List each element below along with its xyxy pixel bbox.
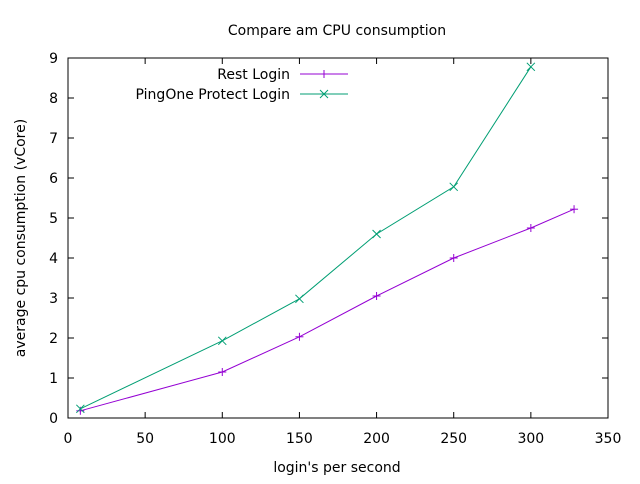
y-tick-label: 2 [49, 331, 58, 347]
y-tick-label: 5 [49, 211, 58, 227]
y-tick-label: 6 [49, 171, 58, 187]
x-axis-label: login's per second [273, 460, 400, 476]
x-tick-label: 250 [440, 431, 467, 447]
x-tick-label: 300 [517, 431, 544, 447]
y-tick-label: 9 [49, 51, 58, 67]
y-tick-label: 0 [49, 411, 58, 427]
data-point [449, 182, 459, 192]
series-line [80, 208, 575, 412]
data-point [526, 62, 536, 72]
y-tick-label: 7 [49, 131, 58, 147]
y-axis-label: average cpu consumption (vCore) [13, 119, 29, 357]
y-tick-label: 1 [49, 371, 58, 387]
plot-border [67, 57, 609, 419]
x-tick-label: 150 [286, 431, 313, 447]
chart-title: Compare am CPU consumption [228, 23, 446, 39]
data-point [75, 404, 85, 414]
data-point [295, 294, 304, 304]
x-tick-label: 350 [595, 431, 622, 447]
series-0 [76, 205, 579, 415]
data-point [372, 229, 381, 239]
series-1 [75, 62, 536, 414]
series-line [80, 66, 532, 410]
x-tick-label: 0 [64, 431, 73, 447]
y-tick-label: 3 [49, 291, 58, 307]
y-tick-label: 4 [49, 251, 58, 267]
y-tick-label: 8 [49, 91, 58, 107]
x-tick-label: 100 [209, 431, 236, 447]
legend-label: PingOne Protect Login [136, 87, 290, 103]
legend-marker [319, 89, 329, 99]
x-tick-label: 50 [136, 431, 154, 447]
x-tick-label: 200 [363, 431, 390, 447]
legend-label: Rest Login [217, 67, 290, 83]
data-point [217, 336, 227, 346]
